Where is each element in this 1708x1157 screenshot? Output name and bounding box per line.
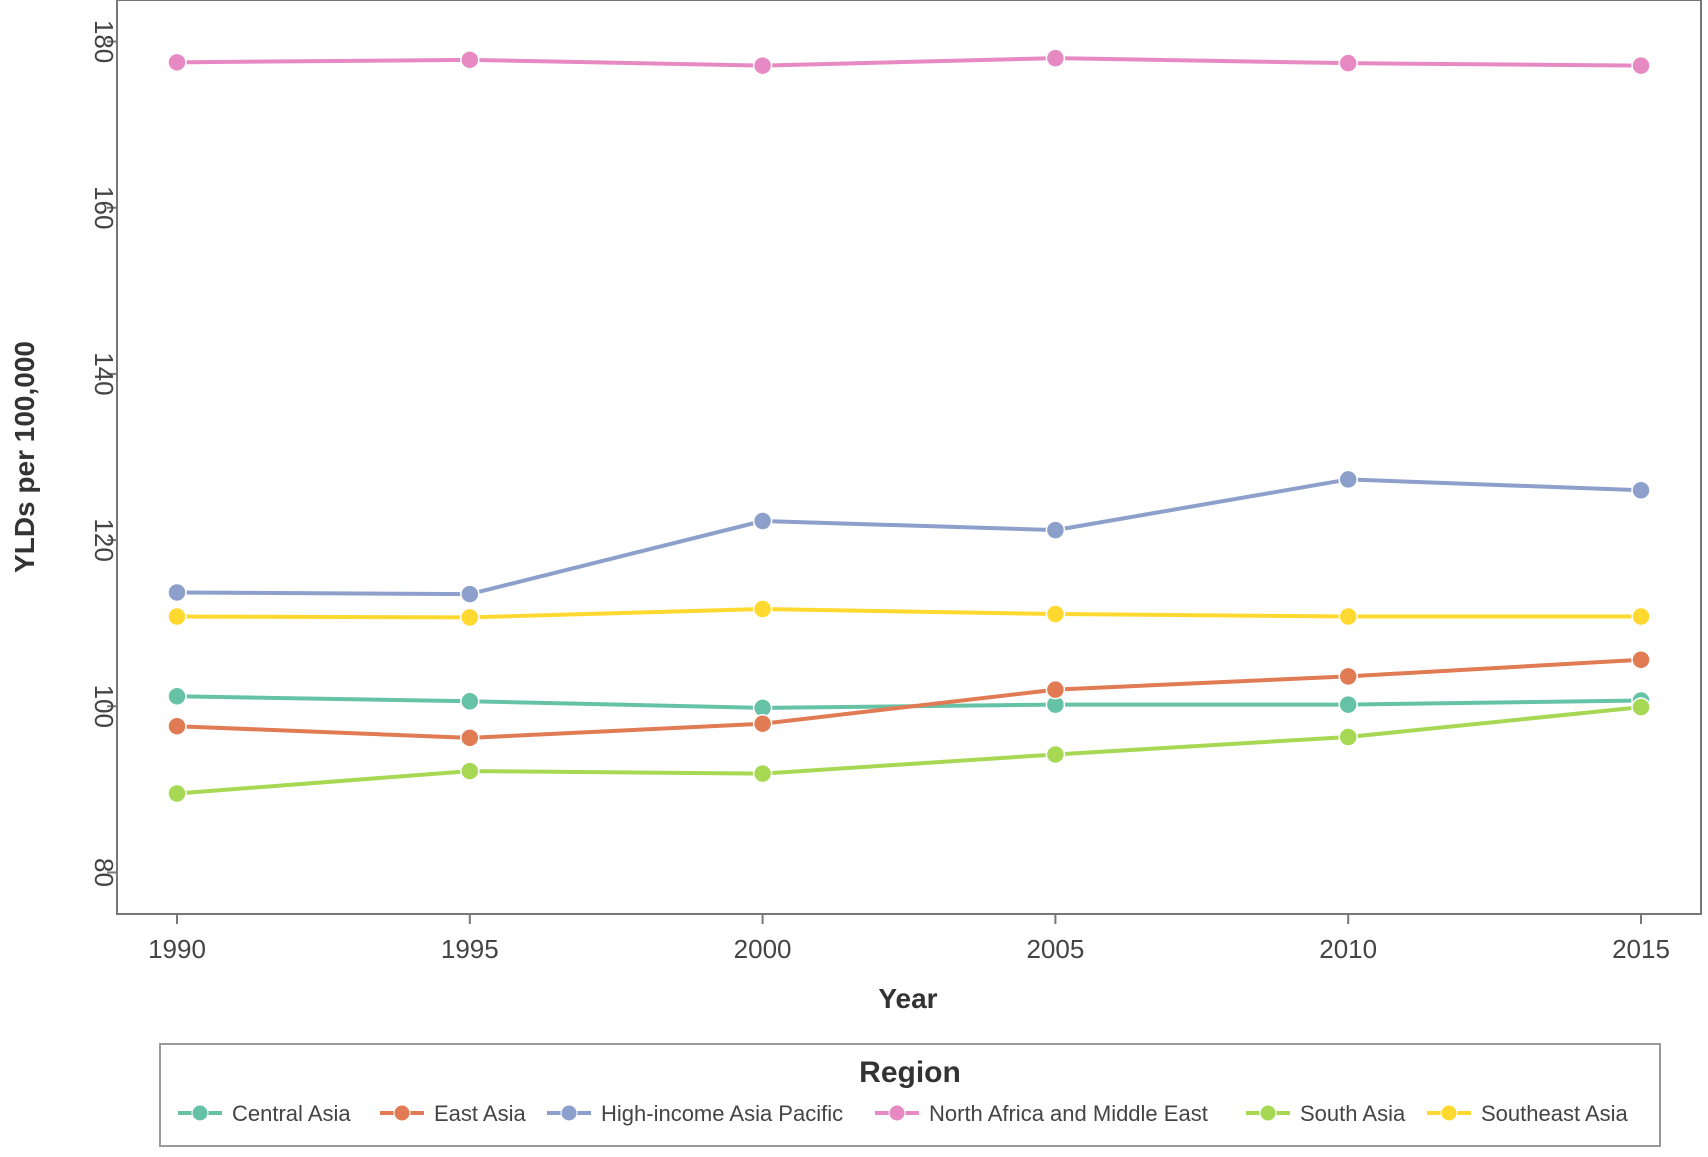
series-south-asia bbox=[167, 697, 1651, 804]
series-north-africa-and-middle-east bbox=[167, 48, 1651, 76]
series-high-income-asia-pacific bbox=[167, 469, 1651, 604]
legend-item: South Asia bbox=[1246, 1101, 1406, 1126]
legend-item: East Asia bbox=[380, 1101, 526, 1126]
data-point bbox=[1338, 694, 1358, 715]
legend-box bbox=[159, 1043, 1661, 1147]
data-point bbox=[460, 584, 480, 604]
data-point bbox=[460, 607, 480, 628]
data-point bbox=[752, 713, 773, 734]
data-point bbox=[167, 686, 187, 707]
y-axis-title: YLDs per 100,000 bbox=[9, 341, 40, 573]
y-tick-label: 100 bbox=[89, 685, 119, 728]
x-tick-label: 2005 bbox=[1026, 934, 1084, 964]
data-point bbox=[1631, 606, 1651, 627]
y-tick-label: 140 bbox=[89, 352, 119, 395]
legend-swatch-point bbox=[1440, 1104, 1458, 1122]
data-point bbox=[752, 763, 773, 784]
data-point bbox=[1631, 697, 1651, 717]
data-point bbox=[1045, 744, 1066, 765]
legend-swatch-point bbox=[560, 1104, 578, 1122]
x-axis-title: Year bbox=[878, 983, 937, 1014]
data-point bbox=[1631, 55, 1651, 76]
legend-title: Region bbox=[859, 1056, 961, 1089]
legend-swatch-point bbox=[191, 1104, 209, 1122]
legend-label: North Africa and Middle East bbox=[929, 1101, 1208, 1126]
y-tick-label: 80 bbox=[89, 858, 119, 887]
legend-label: South Asia bbox=[1300, 1101, 1406, 1126]
x-tick-label: 1990 bbox=[148, 934, 206, 964]
legend-item: North Africa and Middle East bbox=[875, 1101, 1208, 1126]
legend: Region Central Asia East Asia High-income … bbox=[159, 1043, 1661, 1147]
data-point bbox=[167, 52, 187, 73]
data-point bbox=[1631, 480, 1651, 500]
legend-swatch-point bbox=[1259, 1104, 1277, 1122]
legend-label: High-income Asia Pacific bbox=[601, 1101, 843, 1126]
data-point bbox=[1045, 604, 1066, 624]
data-point bbox=[167, 582, 187, 603]
legend-item: High-income Asia Pacific bbox=[547, 1101, 843, 1126]
data-point bbox=[1338, 469, 1358, 490]
series-east-asia bbox=[167, 649, 1651, 748]
data-point bbox=[1631, 649, 1651, 670]
data-point bbox=[167, 783, 187, 804]
data-point bbox=[752, 599, 773, 619]
y-axis: 80 100 120 140 160 180 bbox=[89, 20, 119, 887]
x-tick-label: 2015 bbox=[1612, 934, 1670, 964]
data-point bbox=[1338, 727, 1358, 747]
series-layer bbox=[167, 48, 1651, 804]
data-point bbox=[167, 716, 187, 736]
series-line bbox=[176, 657, 1642, 740]
y-tick-label: 160 bbox=[89, 186, 119, 229]
y-tick-label: 180 bbox=[89, 20, 119, 63]
legend-swatch-point bbox=[393, 1104, 411, 1122]
legend-item: Southeast Asia bbox=[1427, 1101, 1629, 1126]
y-tick-label: 120 bbox=[89, 518, 119, 561]
plot-frame bbox=[116, 0, 1702, 915]
legend-label: East Asia bbox=[434, 1101, 526, 1126]
data-point bbox=[1045, 679, 1066, 700]
legend-label: Central Asia bbox=[232, 1101, 351, 1126]
legend-swatch-point bbox=[888, 1104, 906, 1122]
data-point bbox=[1045, 48, 1066, 68]
legend-items: Central Asia East Asia High-income Asia Pa… bbox=[178, 1101, 1629, 1126]
series-southeast-asia bbox=[167, 599, 1651, 628]
data-point bbox=[1338, 666, 1358, 687]
x-tick-label: 1995 bbox=[441, 934, 499, 964]
data-point bbox=[460, 761, 480, 781]
x-axis: 1990 1995 2000 2005 2010 2015 bbox=[148, 914, 1670, 964]
x-tick-label: 2010 bbox=[1319, 934, 1377, 964]
series-line bbox=[176, 607, 1641, 620]
data-point bbox=[752, 55, 773, 76]
x-tick-label: 2000 bbox=[734, 934, 792, 964]
data-point bbox=[460, 50, 480, 70]
data-point bbox=[1338, 53, 1358, 73]
data-point bbox=[1045, 520, 1066, 540]
data-point bbox=[460, 691, 480, 712]
series-central-asia bbox=[167, 686, 1651, 718]
data-point bbox=[460, 728, 480, 748]
data-point bbox=[752, 511, 773, 531]
legend-label: Southeast Asia bbox=[1481, 1101, 1629, 1126]
legend-item: Central Asia bbox=[178, 1101, 351, 1126]
data-point bbox=[1338, 606, 1358, 627]
data-point bbox=[167, 606, 187, 627]
series-line bbox=[176, 56, 1642, 68]
series-line bbox=[176, 477, 1642, 597]
series-line bbox=[176, 705, 1642, 796]
